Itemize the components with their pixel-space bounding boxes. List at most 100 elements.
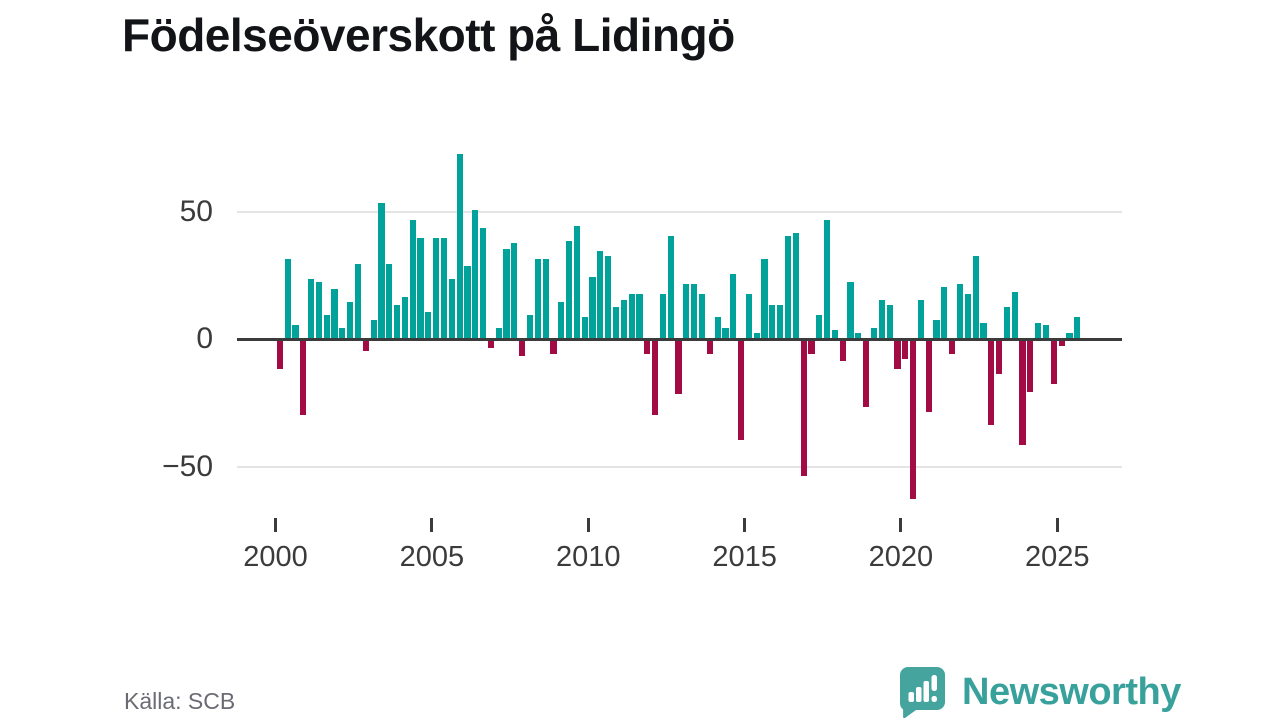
bar-quarter-64 (777, 304, 784, 338)
bar-quarter-44 (620, 299, 627, 338)
bar-quarter-36 (558, 302, 565, 338)
bar-quarter-72 (839, 340, 846, 362)
bar-quarter-60 (745, 294, 753, 338)
bar-quarter-29 (503, 248, 510, 338)
bar-quarter-73 (847, 281, 854, 338)
newsworthy-logo-mark (899, 667, 945, 718)
bar-quarter-66 (792, 233, 799, 338)
bar-quarter-42 (605, 256, 612, 338)
bar-quarter-10 (354, 263, 362, 338)
bar-quarter-90 (980, 322, 987, 338)
bar-quarter-69 (816, 314, 823, 338)
bar-quarter-51 (675, 340, 682, 395)
bar-quarter-59 (738, 340, 745, 441)
bar-quarter-11 (362, 340, 369, 351)
x-tick-label-2005: 2005 (399, 541, 465, 573)
bar-quarter-93 (1003, 307, 1011, 338)
bar-quarter-82 (917, 299, 925, 338)
bar-quarter-26 (480, 228, 487, 338)
bar-quarter-74 (855, 332, 862, 338)
newsworthy-logo[interactable]: Newsworthy (898, 666, 1181, 718)
bar-quarter-8 (339, 327, 346, 338)
bar-quarter-97 (1035, 322, 1042, 338)
bar-quarter-7 (331, 289, 338, 338)
bar-quarter-92 (996, 340, 1003, 374)
bar-quarter-49 (659, 294, 667, 338)
bar-quarter-55 (706, 340, 713, 354)
bar-quarter-56 (714, 317, 721, 338)
logo-bar-medium (916, 687, 922, 702)
x-tick-label-2015: 2015 (712, 541, 777, 573)
bar-quarter-25 (472, 210, 479, 338)
logo-bar-small (908, 692, 914, 702)
bar-quarter-102 (1074, 317, 1081, 338)
bar-quarter-31 (519, 340, 526, 357)
bar-quarter-18 (417, 238, 424, 338)
bar-quarter-4 (308, 279, 315, 338)
bar-quarter-78 (886, 304, 893, 338)
bar-quarter-39 (581, 317, 588, 338)
bar-quarter-23 (456, 154, 463, 338)
bar-quarter-65 (784, 235, 792, 338)
y-tick-label-−50: −50 (162, 449, 213, 483)
bar-quarter-27 (487, 340, 495, 349)
bar-quarter-14 (386, 263, 393, 338)
newsworthy-logo-text: Newsworthy (962, 670, 1181, 713)
zero-axis-line (237, 337, 1122, 341)
bar-quarter-15 (394, 304, 401, 338)
bar-quarter-83 (925, 340, 932, 413)
bar-quarter-53 (691, 284, 698, 338)
bar-quarter-100 (1058, 340, 1065, 346)
bar-quarter-28 (495, 327, 502, 338)
x-tick-2005 (430, 518, 434, 532)
source-label: Källa: SCB (124, 688, 236, 714)
bar-quarter-68 (808, 340, 815, 354)
bar-quarter-21 (440, 238, 448, 338)
bar-quarter-37 (566, 240, 573, 338)
bar-quarter-88 (964, 294, 971, 338)
bar-quarter-35 (550, 340, 557, 354)
x-tick-label-2010: 2010 (555, 541, 621, 573)
bar-quarter-67 (800, 340, 807, 477)
bar-quarter-13 (378, 202, 385, 338)
bar-quarter-40 (589, 276, 596, 338)
bar-quarter-43 (612, 307, 620, 338)
x-tick-2020 (899, 518, 903, 532)
y-tick-label-50: 50 (179, 194, 213, 228)
plot-area (237, 140, 1122, 520)
bar-quarter-77 (878, 299, 885, 338)
bar-quarter-12 (370, 319, 377, 338)
bar-quarter-22 (448, 279, 455, 338)
bar-quarter-46 (636, 294, 643, 338)
bar-quarter-57 (722, 327, 729, 338)
bar-quarter-54 (698, 294, 706, 338)
bar-quarter-61 (753, 332, 760, 338)
bar-quarter-96 (1027, 340, 1034, 392)
bar-quarter-89 (972, 256, 979, 338)
x-tick-2000 (274, 518, 277, 532)
bar-quarter-76 (870, 327, 878, 338)
bar-quarter-9 (347, 302, 354, 338)
bar-quarter-30 (511, 243, 518, 338)
bar-quarter-86 (949, 340, 956, 354)
x-tick-2010 (586, 518, 590, 532)
bar-quarter-81 (910, 340, 917, 500)
bar-quarter-0 (276, 340, 283, 369)
bar-quarter-62 (761, 258, 768, 338)
bar-quarter-17 (409, 220, 416, 338)
bar-quarter-32 (526, 314, 534, 338)
bar-quarter-34 (542, 258, 549, 338)
logo-exclamation-dot (931, 696, 937, 702)
bar-quarter-87 (956, 284, 964, 338)
bar-quarter-19 (425, 312, 432, 338)
bar-quarter-3 (300, 340, 307, 415)
bar-quarter-38 (573, 225, 581, 338)
logo-exclamation-stem (931, 675, 937, 691)
bar-quarter-41 (597, 251, 604, 338)
bar-quarter-101 (1066, 332, 1073, 338)
bar-quarter-58 (730, 274, 737, 338)
bar-quarter-85 (941, 286, 948, 338)
bar-quarter-94 (1011, 291, 1018, 338)
bar-quarter-70 (824, 220, 831, 338)
